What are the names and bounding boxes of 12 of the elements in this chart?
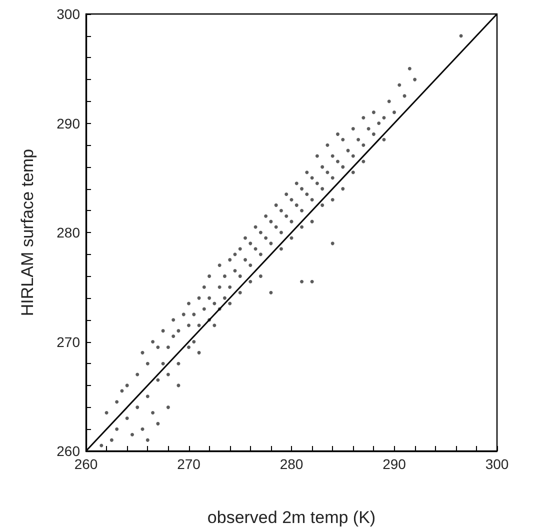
y-tick-label: 270 (56, 334, 80, 350)
x-tick-label: 280 (280, 456, 304, 472)
x-axis-title: observed 2m temp (K) (207, 508, 376, 527)
y-tick-label: 260 (56, 443, 80, 459)
x-tick-label: 300 (485, 456, 509, 472)
x-tick-label: 290 (382, 456, 406, 472)
y-axis-title: HIRLAM surface temp (18, 148, 37, 316)
x-tick-label: 270 (177, 456, 201, 472)
x-tick-label: 260 (74, 456, 98, 472)
y-tick-label: 280 (56, 224, 80, 240)
y-tick-label: 300 (56, 6, 80, 22)
y-tick-label: 290 (56, 115, 80, 132)
